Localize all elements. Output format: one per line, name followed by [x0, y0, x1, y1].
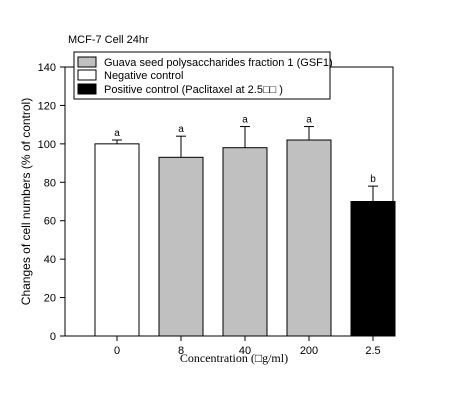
y-tick-label: 100 — [38, 139, 56, 151]
bar — [350, 201, 396, 337]
legend-swatch — [77, 83, 97, 95]
legend-box — [73, 51, 331, 100]
legend-swatch — [77, 69, 97, 81]
y-tick-label: 120 — [38, 100, 56, 112]
bar — [286, 139, 332, 337]
x-tick-label: 8 — [178, 345, 184, 357]
bar — [158, 156, 204, 337]
significance-label: a — [114, 128, 120, 139]
x-tick-label: 200 — [300, 345, 318, 357]
bar — [94, 143, 140, 337]
legend-swatch — [77, 56, 97, 68]
x-axis-label: Concentration (□g/ml) — [180, 351, 288, 365]
y-tick-label: 60 — [44, 216, 56, 228]
x-tick-label: 40 — [239, 345, 251, 357]
significance-label: a — [242, 115, 248, 126]
bar — [222, 147, 268, 337]
legend-label: Positive control (Paclitaxel at 2.5□□ ) — [104, 84, 283, 96]
y-tick-label: 40 — [44, 254, 56, 266]
y-axis-label: Changes of cell numbers (% of control) — [19, 98, 33, 305]
y-tick-label: 20 — [44, 293, 56, 305]
chart-title: MCF-7 Cell 24hr — [68, 34, 149, 46]
significance-label: a — [306, 115, 312, 126]
y-tick-label: 80 — [44, 177, 56, 189]
x-tick-label: 2.5 — [365, 345, 380, 357]
y-tick-label: 140 — [38, 62, 56, 74]
legend-label: Negative control — [104, 70, 184, 82]
significance-label: a — [178, 124, 184, 135]
x-tick-label: 0 — [114, 345, 120, 357]
significance-label: b — [370, 174, 376, 185]
y-tick-label: 0 — [50, 331, 56, 343]
legend-label: Guava seed polysaccharides fraction 1 (G… — [104, 57, 333, 69]
